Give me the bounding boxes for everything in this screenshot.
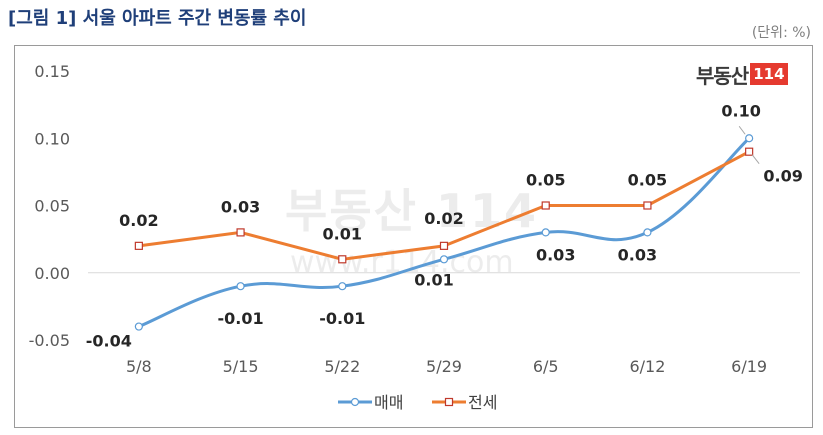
data-label: 0.10 [721,101,760,120]
x-tick-label: 5/29 [426,357,462,376]
data-point [541,201,550,210]
data-point [236,282,245,291]
data-label: 0.09 [763,167,802,186]
legend-marker [444,397,454,407]
data-point [745,134,754,143]
legend-label: 매매 [374,393,403,412]
data-point [439,255,449,264]
data-point [338,282,347,291]
watermark-logo: 부동산 114 [285,184,538,238]
data-label: 0.01 [323,224,362,243]
y-tick-label: 0.00 [34,264,70,283]
data-label: 0.03 [536,245,575,264]
data-point [134,322,143,331]
brand-number: 114 [750,63,788,85]
x-tick-label: 5/8 [126,357,152,376]
data-label: -0.01 [319,309,365,328]
x-tick-label: 6/19 [731,357,767,376]
data-point [541,228,550,237]
data-label: 0.01 [414,270,453,289]
data-label: 0.05 [628,171,667,190]
x-tick-label: 5/15 [223,357,259,376]
x-tick-label: 6/12 [629,357,665,376]
legend-label: 전세 [468,393,497,412]
unit-label: (단위: %) [751,25,811,41]
y-tick-label: 0.10 [34,129,70,148]
page-title: [그림 1] 서울 아파트 주간 변동률 추이 [8,8,307,29]
data-point [236,228,245,237]
leader-line [738,125,746,135]
data-label: 0.05 [526,171,565,190]
x-tick-label: 6/5 [533,357,559,376]
y-tick-label: 0.15 [34,62,70,81]
legend-marker [350,397,360,407]
data-point [745,147,754,156]
chart-frame [14,45,813,428]
data-point [439,241,449,250]
data-point [643,228,652,237]
data-label: 0.03 [221,197,260,216]
data-label: 0.02 [424,209,463,228]
data-point [643,201,652,210]
data-label: -0.04 [86,332,132,351]
x-tick-label: 5/22 [324,357,360,376]
data-point [338,255,347,264]
data-point [134,241,143,250]
y-tick-label: -0.05 [29,331,70,350]
data-label: 0.03 [618,245,657,264]
brand-text: 부동산 [696,63,749,88]
leader-line [751,154,760,165]
brand-logo: 부동산 114 [696,60,788,88]
y-tick-label: 0.05 [34,197,70,216]
data-label: -0.01 [218,309,264,328]
data-label: 0.02 [119,211,158,230]
